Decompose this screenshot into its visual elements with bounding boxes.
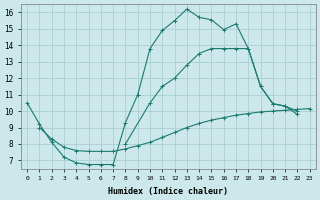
X-axis label: Humidex (Indice chaleur): Humidex (Indice chaleur)	[108, 187, 228, 196]
